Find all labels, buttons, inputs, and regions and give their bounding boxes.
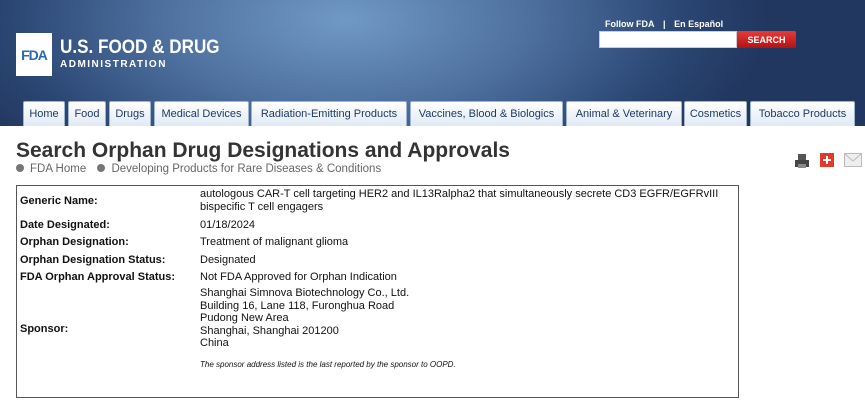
tab-home[interactable]: Home xyxy=(23,101,65,126)
approval-status-label: FDA Orphan Approval Status: xyxy=(20,271,176,283)
top-links: Follow FDA | En Español xyxy=(605,19,729,29)
email-icon[interactable] xyxy=(844,153,862,167)
breadcrumb-fda-home[interactable]: FDA Home xyxy=(30,163,87,175)
date-designated-label: Date Designated: xyxy=(20,219,110,231)
designation-details: Generic Name: autologous CAR-T cell targ… xyxy=(16,185,739,398)
tab-drugs[interactable]: Drugs xyxy=(109,101,151,126)
tab-food[interactable]: Food xyxy=(68,101,106,126)
generic-name-label: Generic Name: xyxy=(20,195,98,207)
tab-tobacco-products[interactable]: Tobacco Products xyxy=(750,101,855,126)
tab-medical-devices[interactable]: Medical Devices xyxy=(154,101,249,126)
tab-animal-veterinary[interactable]: Animal & Veterinary xyxy=(566,101,682,126)
designation-status-value: Designated xyxy=(200,254,256,266)
orphan-designation-value: Treatment of malignant glioma xyxy=(200,236,349,248)
fda-logo[interactable]: FDA xyxy=(16,33,52,76)
separator: | xyxy=(663,19,666,29)
print-icon[interactable] xyxy=(794,153,810,169)
bullet-icon xyxy=(97,164,106,172)
sponsor-note: The sponsor address listed is the last r… xyxy=(200,360,456,369)
site-subtitle: ADMINISTRATION xyxy=(60,59,167,70)
text-line: Building 16, Lane 118, Furonghua Road xyxy=(200,299,395,312)
designation-status-label: Orphan Designation Status: xyxy=(20,254,166,266)
search-input[interactable] xyxy=(599,31,737,48)
tab-radiation-emitting-products[interactable]: Radiation-Emitting Products xyxy=(251,101,407,126)
breadcrumb-rare-diseases[interactable]: Developing Products for Rare Diseases & … xyxy=(111,163,382,175)
approval-status-value: Not FDA Approved for Orphan Indication xyxy=(200,271,397,283)
page-tools xyxy=(794,153,862,169)
plus-icon[interactable] xyxy=(820,153,834,167)
date-designated-value: 01/18/2024 xyxy=(200,219,256,231)
bullet-icon xyxy=(16,164,24,172)
tab-cosmetics[interactable]: Cosmetics xyxy=(684,101,747,126)
text-line: Shanghai, Shanghai 201200 xyxy=(200,324,339,337)
search-button[interactable]: SEARCH xyxy=(737,31,796,48)
text-line: Pudong New Area xyxy=(200,312,289,325)
follow-fda-link[interactable]: Follow FDA xyxy=(605,19,655,29)
generic-name-value: autologous CAR-T cell targeting HER2 and… xyxy=(200,188,718,213)
breadcrumb: FDA Home Developing Products for Rare Di… xyxy=(16,163,381,175)
text-line: China xyxy=(200,337,229,350)
orphan-designation-label: Orphan Designation: xyxy=(20,236,129,248)
tab-vaccines-blood-biologics[interactable]: Vaccines, Blood & Biologics xyxy=(410,101,563,126)
sponsor-address: Shanghai Simnova Biotechnology Co., Ltd.… xyxy=(200,287,409,350)
text-line: bispecific T cell engagers xyxy=(200,200,324,213)
page-title: Search Orphan Drug Designations and Appr… xyxy=(16,139,510,162)
text-line: autologous CAR-T cell targeting HER2 and… xyxy=(200,188,719,200)
site-title[interactable]: U.S. FOOD & DRUG xyxy=(60,37,220,58)
en-espanol-link[interactable]: En Español xyxy=(674,19,724,29)
sponsor-label: Sponsor: xyxy=(20,323,69,335)
text-line: Shanghai Simnova Biotechnology Co., Ltd. xyxy=(200,287,410,299)
